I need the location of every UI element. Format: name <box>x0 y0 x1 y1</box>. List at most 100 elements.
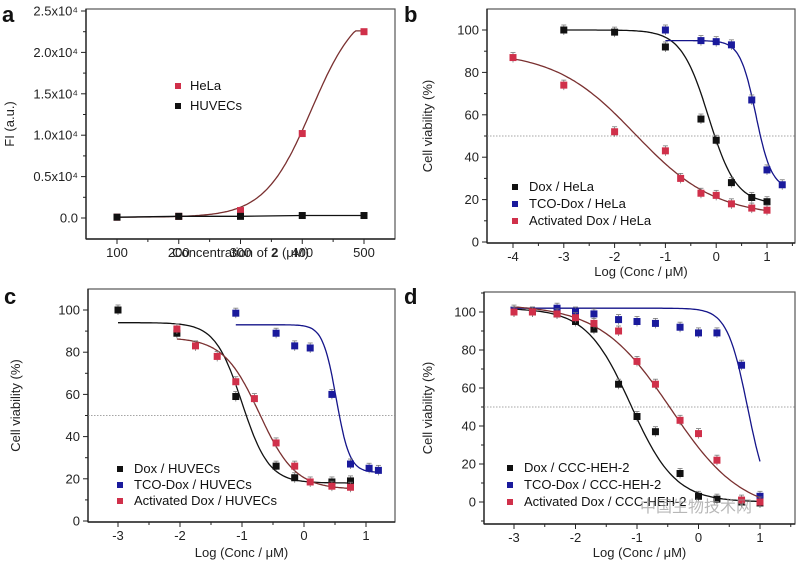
series-red <box>510 306 764 507</box>
data-point <box>291 474 299 482</box>
legend-marker-black <box>175 103 181 109</box>
data-point <box>676 323 684 331</box>
data-point <box>661 26 669 34</box>
data-point <box>298 212 306 220</box>
data-point <box>173 325 181 333</box>
data-point <box>528 308 536 316</box>
panel-label: c <box>4 284 16 309</box>
legend-label: Dox / CCC-HEH-2 <box>524 460 629 475</box>
data-point <box>347 483 354 491</box>
data-point <box>727 41 735 49</box>
data-point <box>661 147 669 155</box>
data-point <box>509 54 517 62</box>
x-axis-title: Log (Conc / μM) <box>195 545 288 560</box>
fit-curve <box>176 338 351 490</box>
legend-label: HeLa <box>190 78 222 93</box>
panel-label: b <box>404 2 417 27</box>
x-tick-label: -1 <box>631 530 643 545</box>
data-point <box>633 357 641 365</box>
y-tick-label: 100 <box>454 305 476 320</box>
legend: Dox / HeLa TCO-Dox / HeLa Activated Dox / … <box>512 179 652 228</box>
legend-marker-red <box>117 498 123 504</box>
data-point <box>748 96 756 104</box>
data-point <box>713 495 721 503</box>
x-tick-label: 1 <box>756 530 763 545</box>
data-point <box>695 430 702 438</box>
data-point <box>360 28 368 36</box>
data-point <box>651 428 659 436</box>
data-point <box>250 395 258 403</box>
x-tick-label: 1 <box>763 249 770 264</box>
data-point <box>347 477 354 485</box>
data-point <box>232 309 240 317</box>
data-point <box>272 439 280 447</box>
y-tick-label: 40 <box>66 429 80 444</box>
x-axis-title-part: 2 <box>271 245 278 260</box>
legend-marker-red <box>175 83 181 89</box>
legend: HeLa HUVECs <box>175 78 243 113</box>
y-tick-label: 0.0 <box>60 211 78 226</box>
data-point <box>615 316 623 324</box>
y-tick-label: 0 <box>472 235 479 250</box>
data-point <box>727 179 735 187</box>
y-tick-label: 2.5x10⁴ <box>33 4 78 19</box>
series-black <box>113 212 368 221</box>
data-point <box>114 306 122 314</box>
y-tick-label: 100 <box>58 303 80 318</box>
legend-label: Dox / HeLa <box>529 179 595 194</box>
y-axis-title: FI (a.u.) <box>2 101 17 147</box>
y-tick-label: 1.5x10⁴ <box>33 86 78 101</box>
panel-label: d <box>404 284 417 309</box>
x-tick-label: 0 <box>713 249 720 264</box>
legend-label: HUVECs <box>190 98 243 113</box>
plot-frame <box>486 8 796 244</box>
data-point <box>633 318 641 325</box>
legend-label: Activated Dox / HUVECs <box>134 493 278 508</box>
data-point <box>611 28 619 36</box>
legend-marker-blue <box>512 201 518 207</box>
data-point <box>553 304 561 312</box>
x-axis-title-part: Concentration of <box>172 245 271 260</box>
legend-label: Activated Dox / HeLa <box>529 213 652 228</box>
data-point <box>232 378 240 386</box>
data-point <box>360 212 368 220</box>
data-point <box>237 207 244 215</box>
x-tick-label: 500 <box>353 245 375 260</box>
data-point <box>677 174 685 182</box>
series-black <box>560 24 771 207</box>
data-point <box>633 413 641 420</box>
y-axis-title: Cell viability (%) <box>8 359 23 451</box>
legend-marker-black <box>507 465 513 471</box>
plot-frame <box>85 8 396 240</box>
data-point <box>590 325 598 333</box>
y-tick-label: 20 <box>465 192 479 207</box>
x-tick-label: 200 <box>168 245 190 260</box>
legend-marker-red <box>507 499 513 505</box>
legend-marker-black <box>512 184 518 190</box>
series-red <box>173 323 354 493</box>
data-point <box>763 166 771 174</box>
x-tick-label: 400 <box>291 245 313 260</box>
data-point <box>572 308 579 316</box>
data-point <box>328 482 336 490</box>
y-axis-title: Cell viability (%) <box>420 80 435 172</box>
legend-label: Dox / HUVECs <box>134 461 220 476</box>
legend-label: Activated Dox / CCC-HEH-2 <box>524 494 687 509</box>
data-point <box>272 329 280 337</box>
data-point <box>695 492 702 500</box>
y-tick-label: 80 <box>462 343 476 358</box>
data-point <box>306 478 314 486</box>
data-point <box>661 43 669 51</box>
x-tick-label: -3 <box>112 528 124 543</box>
data-point <box>611 128 619 136</box>
legend-marker-blue <box>117 482 123 488</box>
y-tick-label: 0 <box>73 514 80 529</box>
data-point <box>175 212 183 220</box>
x-axis-title: Log (Conc / μM) <box>594 264 687 279</box>
x-tick-label: 0 <box>695 530 702 545</box>
